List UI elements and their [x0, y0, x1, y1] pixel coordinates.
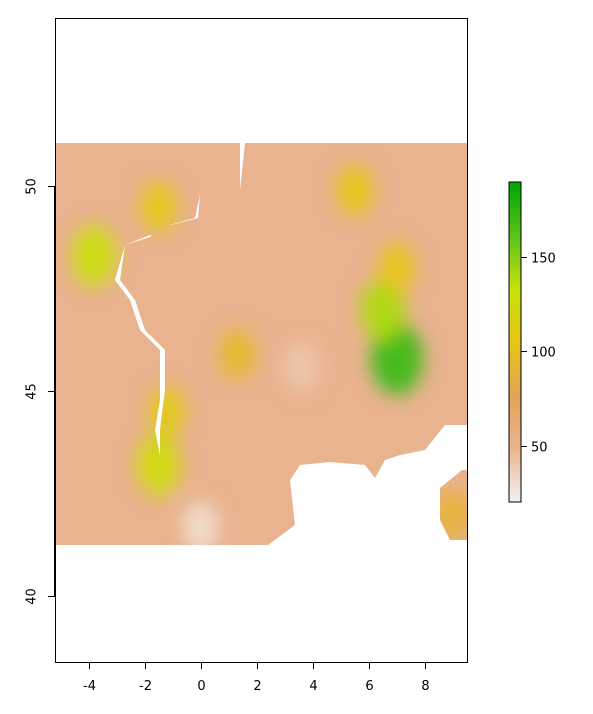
color-legend: 50 100 150: [508, 181, 556, 503]
raster-highlight-1: [370, 322, 423, 395]
y-tick-label: 45: [25, 383, 40, 400]
x-tick-label: 0: [197, 679, 205, 694]
x-tick-label: -4: [83, 679, 96, 694]
raster-highlight-2: [360, 278, 405, 341]
raster-highlight-4: [136, 434, 181, 496]
x-axis: -4 -2 0 2 4 6 8: [83, 662, 430, 694]
legend-color-bar: [508, 181, 522, 503]
y-tick-label: 50: [25, 178, 40, 195]
y-axis: 40 45 50: [25, 178, 55, 605]
x-tick-label: -2: [139, 679, 152, 694]
legend-tick-label: 50: [531, 441, 548, 456]
raster-highlight-9: [378, 243, 415, 294]
raster-highlight-11: [283, 341, 320, 392]
raster-highlight-7: [336, 165, 373, 216]
raster-highlight-3: [72, 225, 117, 287]
raster-highlight-8: [219, 329, 256, 380]
y-tick-label: 40: [25, 588, 40, 605]
x-tick-label: 6: [365, 679, 373, 694]
raster-highlight-10: [182, 501, 219, 545]
legend-tick-label: 150: [531, 252, 556, 267]
raster-highlight-12: [434, 489, 467, 540]
raster-layer: [55, 143, 467, 545]
x-tick-label: 2: [253, 679, 261, 694]
raster-highlight-5: [149, 386, 186, 437]
x-tick-label: 4: [309, 679, 317, 694]
raster-highlights: [72, 165, 467, 545]
legend-tick-label: 100: [531, 346, 556, 361]
raster-highlight-6: [140, 181, 177, 232]
x-tick-label: 8: [421, 679, 429, 694]
